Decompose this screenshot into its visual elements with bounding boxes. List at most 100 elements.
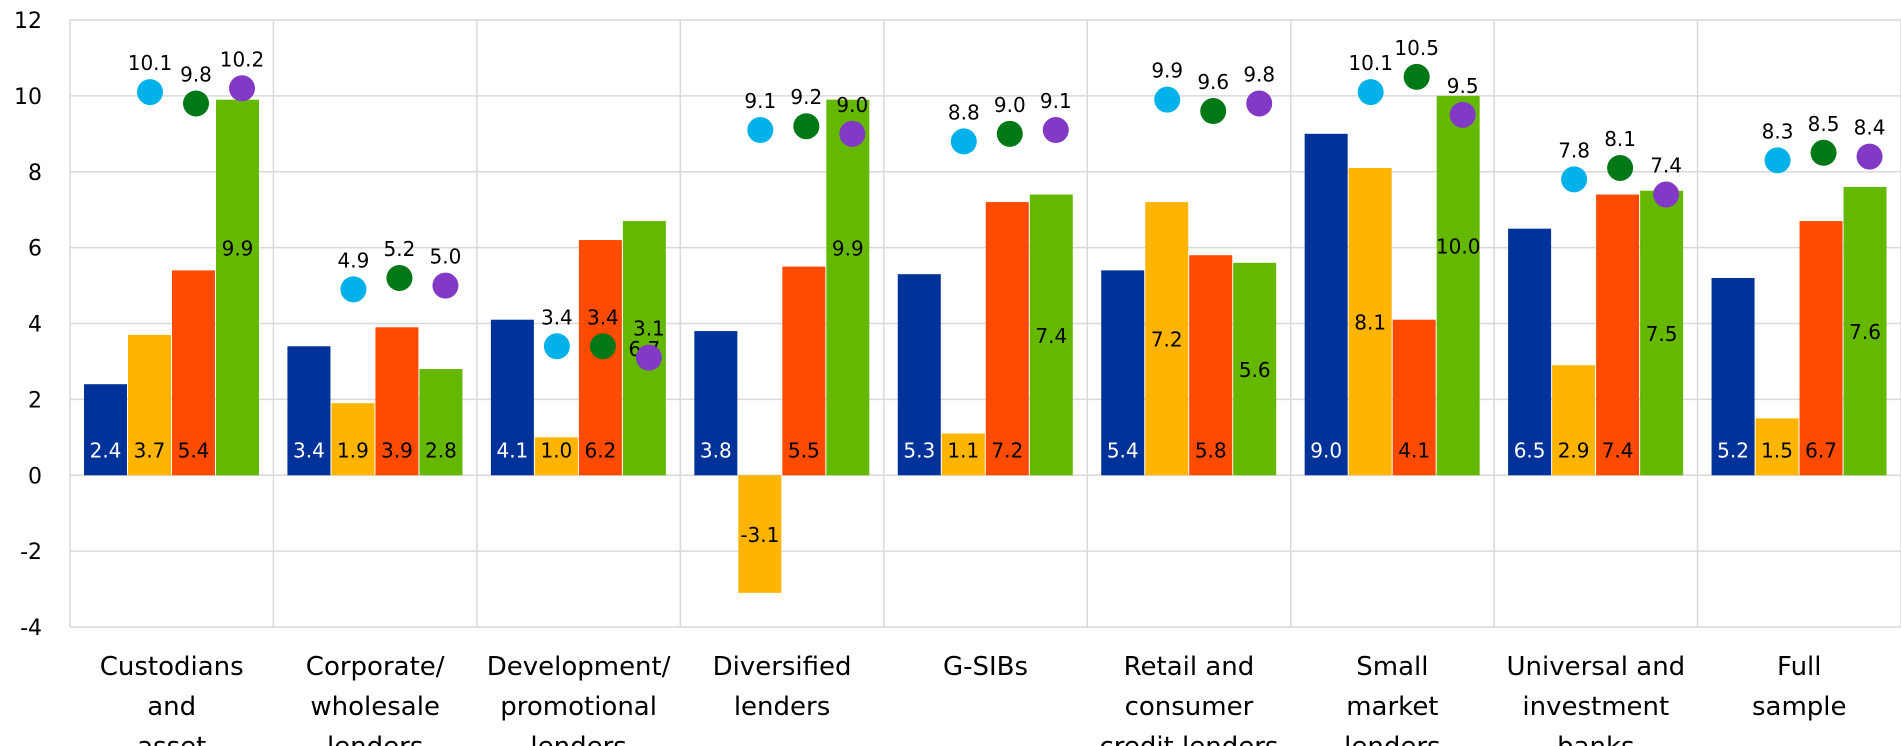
bar	[287, 346, 331, 476]
bar-value-label: 5.4	[1107, 438, 1139, 462]
dot-value-label: 9.0	[994, 93, 1026, 117]
gridlines	[69, 19, 1901, 628]
bar	[1436, 95, 1480, 476]
bar	[738, 475, 782, 593]
dot-marker	[386, 264, 413, 291]
bar	[897, 274, 941, 476]
y-tick-label: 6	[28, 237, 42, 262]
dot-value-label: 7.8	[1558, 138, 1590, 162]
dot-marker	[635, 344, 662, 371]
x-axis: Custodians and asset Corporate/wholesale len…	[100, 652, 1847, 746]
dot-value-label: 3.4	[541, 305, 573, 329]
dot-value-label: 9.8	[1243, 62, 1275, 86]
dot-value-label: 5.0	[430, 245, 462, 269]
dot-marker	[543, 333, 570, 360]
category-label: Universal and investment banks	[1506, 652, 1685, 746]
dot-marker	[432, 272, 459, 299]
bar	[1029, 194, 1073, 476]
bar-value-label: 6.5	[1514, 438, 1546, 462]
dot-value-label: 9.0	[836, 93, 868, 117]
bar	[128, 334, 171, 476]
bar-value-label: 1.1	[947, 438, 979, 462]
dot-value-label: 8.4	[1854, 116, 1886, 140]
dot-marker	[839, 120, 866, 147]
dot-value-label: 9.8	[180, 62, 212, 86]
y-tick-label: 0	[28, 464, 42, 489]
bar	[1392, 319, 1436, 476]
bar-value-label: 3.7	[134, 438, 166, 462]
dot-marker	[229, 75, 255, 102]
dot-value-label: 8.3	[1762, 119, 1794, 143]
bar	[941, 433, 985, 476]
bar	[534, 437, 578, 476]
bar	[1799, 221, 1843, 476]
y-axis: -4 -2 0 2 4 6 8 10 12	[14, 9, 42, 641]
bar-value-label: 3.8	[700, 438, 732, 462]
bar-value-label: -3.1	[740, 523, 779, 547]
bar-value-label: 7.2	[991, 438, 1023, 462]
category-label-line: asset	[137, 732, 206, 746]
bar-value-label: 10.0	[1436, 235, 1481, 259]
bar	[490, 319, 534, 476]
dot-value-label: 9.5	[1447, 74, 1479, 98]
dot-marker	[793, 113, 820, 140]
dot-value-label: 3.1	[633, 317, 665, 341]
dot-value-label: 9.9	[1151, 59, 1183, 83]
bar	[1755, 418, 1799, 476]
category-label: Diversified lenders	[713, 652, 852, 722]
dot-marker	[747, 117, 774, 144]
dot-marker	[183, 90, 209, 117]
y-tick-label: 10	[14, 85, 42, 110]
dot-marker	[1764, 147, 1791, 174]
bar-value-label: 6.7	[1805, 438, 1837, 462]
dot-marker	[1607, 154, 1634, 181]
bar-value-label: 8.1	[1354, 311, 1386, 335]
dot-value-label: 10.5	[1394, 36, 1439, 60]
category-label-line: lenders	[327, 732, 423, 746]
dot-marker	[340, 276, 367, 303]
dot-value-label: 10.2	[220, 47, 265, 71]
dot-value-label: 10.1	[1348, 51, 1393, 75]
bar-value-label: 2.8	[425, 438, 457, 462]
dot-marker	[1154, 86, 1181, 113]
category-label-line: Retail and	[1124, 652, 1255, 682]
dot-marker	[1561, 166, 1588, 193]
dot-data-labels: 10.1 4.9 3.4 9.1 8.8 9.9 10.1 7.8 8.3 9.8 5.2 3.4 9.…	[128, 36, 1886, 341]
y-tick-label: 2	[28, 388, 42, 413]
category-label-line: consumer	[1125, 692, 1254, 722]
dot-marker	[1810, 139, 1837, 166]
bar	[1552, 365, 1596, 476]
bar	[985, 202, 1029, 476]
bar	[1189, 255, 1233, 476]
bar-value-label: 5.4	[178, 438, 210, 462]
bar	[1843, 186, 1887, 476]
dot-marker	[1449, 101, 1476, 128]
bar	[419, 369, 463, 476]
bar	[84, 384, 127, 476]
y-tick-label: 12	[14, 9, 42, 34]
bar	[826, 99, 870, 476]
category-label-line: sample	[1752, 692, 1847, 722]
category-label-line: Small	[1356, 652, 1428, 682]
dot-value-label: 5.2	[384, 237, 416, 261]
bar	[694, 331, 738, 476]
dot-marker	[1200, 98, 1227, 125]
dot-value-label: 9.1	[1040, 89, 1072, 113]
bar-value-label: 5.2	[1717, 438, 1749, 462]
category-label-line: Custodians	[100, 652, 244, 682]
bar	[1348, 167, 1392, 476]
category-label-line: lenders	[734, 692, 830, 722]
category-label-line: credit lenders	[1099, 732, 1278, 746]
y-tick-label: -4	[20, 616, 42, 641]
bar-value-label: 1.0	[540, 438, 572, 462]
dot-value-label: 7.4	[1650, 154, 1682, 178]
category-label-line: Diversified	[713, 652, 852, 682]
bar-value-label: 4.1	[496, 438, 528, 462]
bar-value-label: 2.9	[1558, 438, 1590, 462]
category-label: Development/promotional lenders	[487, 652, 671, 746]
category-label-line: investment	[1522, 692, 1669, 722]
category-label-line: promotional	[500, 692, 657, 722]
dot-marker	[137, 79, 163, 106]
dot-markers	[137, 63, 1883, 371]
